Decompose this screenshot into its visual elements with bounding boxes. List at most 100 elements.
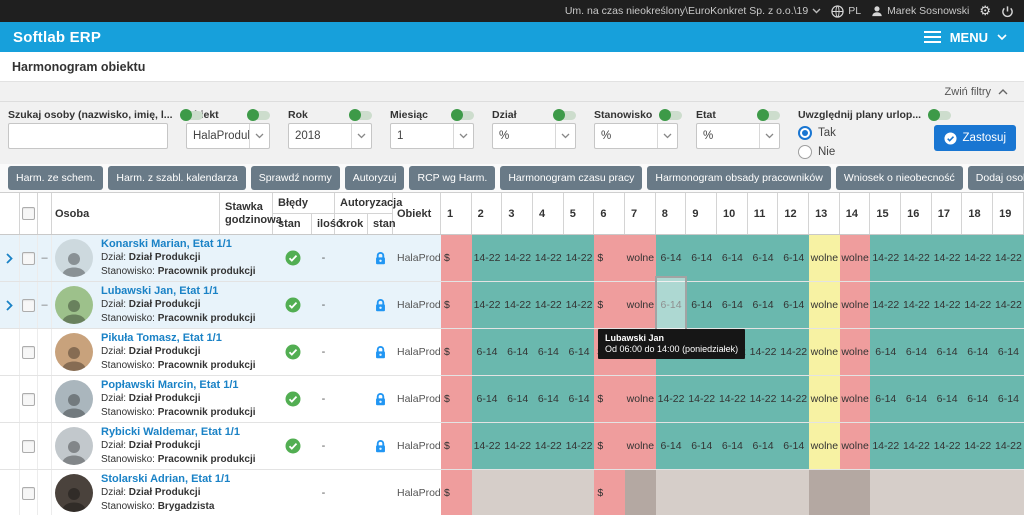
row-expander[interactable]	[0, 329, 20, 375]
schedule-cell[interactable]: 6-14	[563, 376, 595, 422]
person-name-link[interactable]: Pikuła Tomasz, Etat 1/1	[101, 331, 222, 344]
schedule-cell[interactable]: wolne	[809, 376, 840, 422]
schedule-cell[interactable]: 14-22	[502, 282, 534, 328]
schedule-cell[interactable]: 14-22	[962, 235, 994, 281]
schedule-cell[interactable]: $	[594, 376, 626, 422]
schedule-cell[interactable]: 14-22	[778, 329, 810, 375]
schedule-cell[interactable]: $	[441, 376, 472, 422]
schedule-cell[interactable]: $	[441, 235, 472, 281]
schedule-cell[interactable]: 14-22	[563, 282, 595, 328]
search-input[interactable]	[8, 123, 168, 149]
schedule-cell[interactable]	[625, 470, 656, 515]
schedule-cell[interactable]: wolne	[625, 423, 656, 469]
row-checkbox[interactable]	[22, 251, 35, 265]
row-drag-handle[interactable]	[38, 423, 52, 469]
schedule-cell[interactable]: wolne	[839, 423, 871, 469]
schedule-cell[interactable]: wolne	[809, 235, 840, 281]
power-button[interactable]	[1001, 5, 1014, 18]
schedule-cell[interactable]: 6-14	[717, 282, 748, 328]
schedule-cell[interactable]: 14-22	[533, 423, 564, 469]
obiekt-filter-toggle[interactable]	[247, 108, 270, 121]
schedule-cell[interactable]: 14-22	[901, 282, 932, 328]
schedule-cell[interactable]: 6-14	[686, 282, 718, 328]
row-checkbox[interactable]	[22, 392, 35, 406]
collapse-filters-button[interactable]: Zwiń filtry	[0, 82, 1024, 102]
person-name-link[interactable]: Stolarski Adrian, Etat 1/1	[101, 472, 231, 485]
schedule-cell[interactable]: wolne	[625, 282, 656, 328]
harm-ze-schem-button[interactable]: Harm. ze schem.	[8, 166, 104, 190]
schedule-cell[interactable]: 6-14	[993, 376, 1024, 422]
row-checkbox[interactable]	[22, 486, 35, 500]
schedule-cell[interactable]	[717, 470, 748, 515]
user-menu[interactable]: Marek Sosnowski	[871, 5, 969, 17]
rok-select[interactable]: 2018	[288, 123, 372, 149]
schedule-cell[interactable]: 6-14	[931, 376, 963, 422]
schedule-cell[interactable]: wolne	[809, 282, 840, 328]
schedule-cell[interactable]	[747, 470, 779, 515]
schedule-cell[interactable]	[901, 470, 932, 515]
schedule-cell[interactable]: 6-14	[931, 329, 963, 375]
row-expander[interactable]	[0, 470, 20, 515]
schedule-cell[interactable]	[870, 470, 902, 515]
schedule-cell[interactable]: 6-14	[717, 423, 748, 469]
wniosek-o-nieobecnosc-button[interactable]: Wniosek o nieobecność	[835, 166, 963, 190]
schedule-cell[interactable]: 6-14	[778, 235, 810, 281]
schedule-cell[interactable]: wolne	[809, 329, 840, 375]
person-name-link[interactable]: Konarski Marian, Etat 1/1	[101, 237, 232, 250]
schedule-cell[interactable]: 6-14	[533, 329, 564, 375]
schedule-cell[interactable]: 14-22	[563, 423, 595, 469]
schedule-cell[interactable]: 6-14	[901, 376, 932, 422]
schedule-cell[interactable]: wolne	[839, 282, 871, 328]
autoryzuj-button[interactable]: Autoryzuj	[344, 166, 405, 190]
schedule-cell[interactable]: 6-14	[747, 282, 779, 328]
schedule-cell[interactable]	[993, 470, 1024, 515]
etat-filter-toggle[interactable]	[757, 108, 780, 121]
schedule-cell[interactable]: 14-22	[655, 376, 687, 422]
menu-button[interactable]: MENU	[923, 30, 1011, 45]
schedule-cell[interactable]: 6-14	[901, 329, 932, 375]
schedule-cell[interactable]: $	[594, 235, 626, 281]
schedule-cell[interactable]	[471, 470, 503, 515]
schedule-cell[interactable]: wolne	[625, 235, 656, 281]
settings-gear-button[interactable]: ⚙	[979, 3, 991, 18]
schedule-cell[interactable]: 14-22	[502, 235, 534, 281]
dzial-select[interactable]: %	[492, 123, 576, 149]
sprawdz-normy-button[interactable]: Sprawdź normy	[250, 166, 340, 190]
contract-context-dropdown[interactable]: Um. na czas nieokreślony\EuroKonkret Sp.…	[565, 5, 821, 17]
schedule-cell[interactable]: 6-14	[962, 376, 994, 422]
schedule-cell[interactable]: 14-22	[686, 376, 718, 422]
schedule-cell[interactable]: 14-22	[993, 282, 1024, 328]
schedule-cell[interactable]: 6-14	[533, 376, 564, 422]
row-checkbox[interactable]	[22, 439, 35, 453]
schedule-cell[interactable]: 14-22	[471, 282, 503, 328]
schedule-cell[interactable]: wolne	[839, 376, 871, 422]
schedule-cell[interactable]: 6-14	[686, 235, 718, 281]
schedule-cell[interactable]: 14-22	[717, 376, 748, 422]
harmonogram-czasu-pracy-button[interactable]: Harmonogram czasu pracy	[500, 166, 643, 190]
schedule-cell[interactable]	[962, 470, 994, 515]
schedule-cell[interactable]: 6-14	[502, 329, 534, 375]
miesiac-select[interactable]: 1	[390, 123, 474, 149]
schedule-cell[interactable]	[839, 470, 871, 515]
schedule-cell[interactable]: 6-14	[717, 235, 748, 281]
schedule-cell[interactable]: 14-22	[870, 423, 902, 469]
harmonogram-obsady-button[interactable]: Harmonogram obsady pracowników	[647, 166, 831, 190]
schedule-cell[interactable]: wolne	[809, 423, 840, 469]
schedule-cell[interactable]: 14-22	[778, 376, 810, 422]
schedule-cell[interactable]	[563, 470, 595, 515]
schedule-cell[interactable]: 6-14	[993, 329, 1024, 375]
schedule-cell[interactable]: 6-14	[686, 423, 718, 469]
row-expander[interactable]	[0, 423, 20, 469]
harm-z-szabl-kalendarza-button[interactable]: Harm. z szabl. kalendarza	[108, 166, 246, 190]
schedule-cell[interactable]: 14-22	[901, 423, 932, 469]
schedule-cell[interactable]: 14-22	[533, 235, 564, 281]
row-drag-handle[interactable]	[38, 376, 52, 422]
schedule-cell[interactable]: $	[441, 423, 472, 469]
schedule-cell[interactable]: 14-22	[962, 282, 994, 328]
schedule-cell[interactable]: 6-14	[654, 276, 688, 334]
dzial-filter-toggle[interactable]	[553, 108, 576, 121]
schedule-cell[interactable]: 6-14	[471, 376, 503, 422]
schedule-cell[interactable]: $	[594, 282, 626, 328]
row-drag-handle[interactable]: –	[38, 235, 52, 281]
miesiac-filter-toggle[interactable]	[451, 108, 474, 121]
